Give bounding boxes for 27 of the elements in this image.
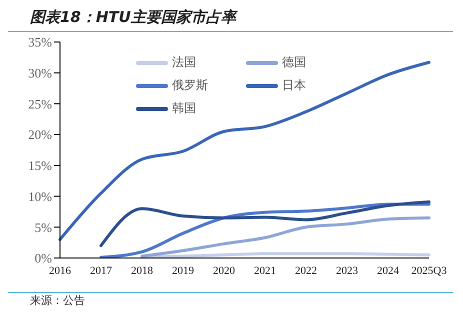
y-tick-label: 30% [28,65,52,80]
y-tick-label: 25% [28,96,52,112]
y-tick-label: 10% [28,188,52,204]
legend-label: 韩国 [172,100,196,117]
y-tick-label: 20% [28,127,52,142]
line-series [140,216,430,258]
x-tick-label: 2020 [213,264,236,277]
legend-label: 俄罗斯 [172,77,208,94]
x-tick-label: 2024 [377,264,400,277]
source-note: 来源：公告 [30,295,85,307]
y-tick-label: 0% [34,250,52,266]
y-tick-label: 15% [28,158,52,174]
x-tick-label: 2021 [254,264,276,277]
x-tick-label: 2018 [131,264,154,277]
legend-label: 法国 [172,54,196,71]
y-tick-label: 5% [34,220,52,235]
x-tick-label: 2017 [90,264,112,277]
x-tick-label: 2016 [49,264,72,277]
x-tick-label: 2022 [295,264,317,277]
line-series [100,200,430,248]
x-tick-label: 2019 [172,264,194,277]
x-tick-label: 2025Q3 [411,264,448,277]
x-tick-label: 2023 [336,264,358,277]
legend-label: 德国 [282,54,306,71]
chart-title: 图表18：HTU主要国家市占率 [8,8,453,32]
y-tick-label: 35% [28,34,52,50]
legend-label: 日本 [282,77,306,94]
